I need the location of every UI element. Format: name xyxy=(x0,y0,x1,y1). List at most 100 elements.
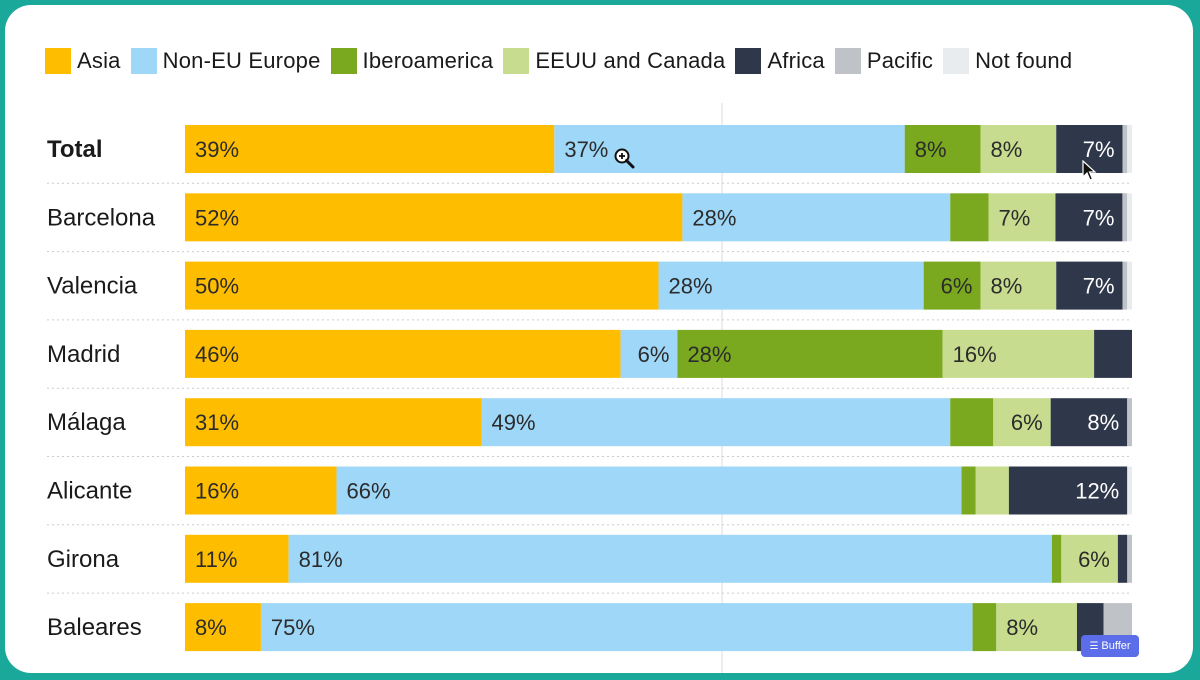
bar-segment[interactable] xyxy=(185,603,261,652)
bar-segment[interactable] xyxy=(950,398,994,447)
bar-segment[interactable] xyxy=(1117,534,1128,583)
data-label: 6% xyxy=(941,274,973,299)
data-label: 8% xyxy=(195,615,227,640)
buffer-badge-label: Buffer xyxy=(1101,640,1131,652)
bar-segment[interactable] xyxy=(1122,125,1128,173)
legend-item: EEUU and Canada xyxy=(503,48,725,74)
data-label: 66% xyxy=(347,479,391,504)
legend-swatch xyxy=(130,48,157,74)
bar-segment[interactable] xyxy=(658,261,924,310)
bar-segment[interactable] xyxy=(961,466,976,515)
data-label: 16% xyxy=(953,342,997,367)
data-label: 11% xyxy=(195,547,237,572)
legend-swatch xyxy=(735,48,762,74)
bar-segment[interactable] xyxy=(923,261,981,310)
bar-segment[interactable] xyxy=(288,534,1052,583)
bar-segment[interactable] xyxy=(481,398,951,447)
bar-segment[interactable] xyxy=(996,603,1077,652)
bar-segment[interactable] xyxy=(1050,398,1128,447)
legend-swatch xyxy=(834,48,861,74)
data-label: 8% xyxy=(990,137,1022,162)
stacked-bar-chart: Total 39% 37% 8% 8% 7% Barcelona 52% 28% 7% 7% Vale… xyxy=(47,103,1133,673)
bar-segment[interactable] xyxy=(185,261,659,310)
legend-label: Africa xyxy=(767,48,825,73)
bar-segment[interactable] xyxy=(942,329,1095,378)
bar-segment[interactable] xyxy=(988,193,1056,242)
data-label: 16% xyxy=(195,479,239,504)
chart-legend: Asia Non-EU Europe Iberoamerica EEUU and Ca… xyxy=(45,45,1082,77)
bar-segment[interactable] xyxy=(1127,534,1132,583)
bar-segment[interactable] xyxy=(185,466,337,515)
bar-segment[interactable] xyxy=(1061,534,1118,583)
legend-label: Iberoamerica xyxy=(362,48,494,73)
legend-item: Africa xyxy=(735,48,825,74)
data-label: 46% xyxy=(195,342,239,367)
bar-segment[interactable] xyxy=(1056,261,1123,310)
row-label: Málaga xyxy=(47,409,126,436)
data-label: 7% xyxy=(1083,137,1115,162)
data-label: 8% xyxy=(915,137,947,162)
data-label: 7% xyxy=(1083,205,1115,230)
bar-segment[interactable] xyxy=(904,125,981,173)
buffer-badge[interactable]: ☰ Buffer xyxy=(1081,635,1139,657)
legend-label: Pacific xyxy=(866,48,934,73)
bar-segment[interactable] xyxy=(1056,125,1123,173)
data-label: 39% xyxy=(195,137,239,162)
data-label: 28% xyxy=(692,205,736,230)
bar-segment[interactable] xyxy=(620,329,678,378)
bar-segment[interactable] xyxy=(185,534,289,583)
bar-segment[interactable] xyxy=(1008,466,1128,515)
legend-label: Not found xyxy=(975,48,1073,73)
row-label: Girona xyxy=(47,546,120,573)
bar-segment[interactable] xyxy=(185,125,555,173)
data-label: 52% xyxy=(195,205,239,230)
bar-segment[interactable] xyxy=(185,329,621,378)
bar-segment[interactable] xyxy=(1122,261,1128,310)
data-label: 6% xyxy=(1011,410,1043,435)
bar-segment[interactable] xyxy=(554,125,905,173)
bar-segment[interactable] xyxy=(980,125,1057,173)
legend-swatch xyxy=(503,48,530,74)
bar-segment[interactable] xyxy=(1055,193,1123,242)
bar-segment[interactable] xyxy=(677,329,943,378)
bar-segment[interactable] xyxy=(336,466,962,515)
buffer-layers-icon: ☰ xyxy=(1089,640,1099,652)
bar-segment[interactable] xyxy=(950,193,989,242)
data-label: 8% xyxy=(1087,410,1119,435)
bar-segment[interactable] xyxy=(682,193,951,242)
data-label: 75% xyxy=(271,615,315,640)
bar-segment[interactable] xyxy=(185,193,683,242)
bar-segment[interactable] xyxy=(980,261,1057,310)
data-label: 50% xyxy=(195,274,239,299)
bar-segment[interactable] xyxy=(972,603,997,652)
bar-segment[interactable] xyxy=(185,398,482,447)
bar-segment[interactable] xyxy=(1122,193,1128,242)
bar-segment[interactable] xyxy=(1051,534,1062,583)
bar-segment[interactable] xyxy=(1127,193,1132,242)
data-label: 6% xyxy=(1078,547,1110,572)
legend-label: Non-EU Europe xyxy=(162,48,321,73)
zoom-cursor-icon xyxy=(614,148,635,169)
data-label: 37% xyxy=(564,137,608,162)
bar-segment[interactable] xyxy=(1094,329,1132,378)
row-label: Alicante xyxy=(47,478,132,505)
bar-segment[interactable] xyxy=(993,398,1051,447)
row-label: Baleares xyxy=(47,614,142,641)
data-label: 8% xyxy=(990,274,1022,299)
mouse-pointer-icon xyxy=(1082,160,1097,181)
legend-item: Asia xyxy=(45,48,121,74)
bar-segment[interactable] xyxy=(1127,261,1133,310)
bar-segment[interactable] xyxy=(975,466,1009,515)
bar-segment[interactable] xyxy=(260,603,973,652)
data-label: 28% xyxy=(669,274,713,299)
bar-segment[interactable] xyxy=(1127,125,1132,173)
bar-segment[interactable] xyxy=(1127,398,1132,447)
row-label: Valencia xyxy=(47,273,138,300)
legend-swatch xyxy=(45,48,71,74)
row-label: Total xyxy=(47,136,103,163)
data-label: 49% xyxy=(492,410,536,435)
bar-segment[interactable] xyxy=(1127,466,1132,515)
data-label: 31% xyxy=(195,410,239,435)
row-label: Madrid xyxy=(47,341,120,368)
legend-item: Pacific xyxy=(834,48,934,74)
